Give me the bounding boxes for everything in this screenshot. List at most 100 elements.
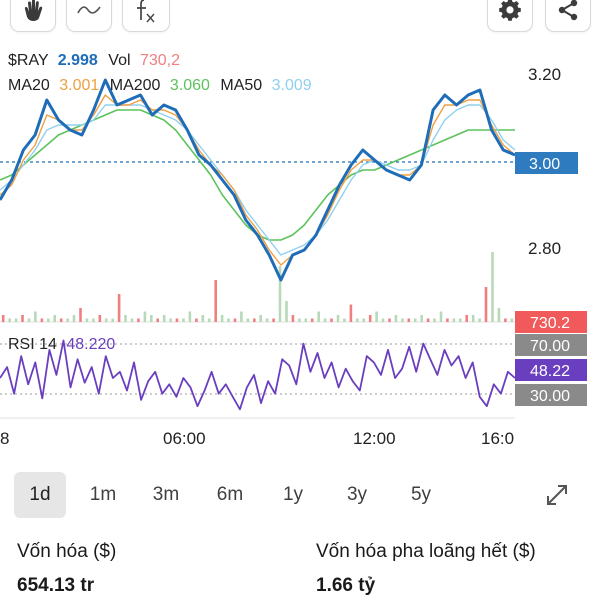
rsi-legend-value: 48.220 xyxy=(66,336,115,353)
volume-bar xyxy=(510,318,514,322)
fullscreen-button[interactable] xyxy=(540,478,574,512)
y-tick-label: 3.20 xyxy=(528,65,561,84)
volume-bar xyxy=(21,315,24,322)
share-button[interactable] xyxy=(545,0,591,32)
legend-ma50-label: MA50 xyxy=(220,77,262,94)
price-chart[interactable]: 3.20 2.80 3.00 730.2 70.00 48.22 30.00 8… xyxy=(0,0,600,460)
volume-bar xyxy=(1,315,5,322)
fdv-label: Vốn hóa pha loãng hết ($) xyxy=(316,541,536,562)
timeframe-3y[interactable]: 3y xyxy=(346,484,368,505)
volume-bar xyxy=(47,318,50,322)
volume-bar xyxy=(426,318,430,322)
volume-bar xyxy=(401,318,404,322)
volume-bar xyxy=(452,318,456,322)
volume-bar xyxy=(362,318,365,322)
volume-tag xyxy=(515,311,587,333)
volume-bar xyxy=(40,318,44,322)
draw-tool-button[interactable] xyxy=(10,0,56,32)
share-icon xyxy=(556,0,580,27)
wave-line-icon xyxy=(76,0,102,25)
rsi-lines xyxy=(0,339,516,411)
timeframe-1y[interactable]: 1y xyxy=(282,484,304,505)
expand-arrows-icon xyxy=(540,485,574,516)
timeframe-6m[interactable]: 6m xyxy=(216,484,244,505)
volume-bar xyxy=(394,315,398,322)
volume-bar xyxy=(272,318,275,322)
market-cap-label: Vốn hóa ($) xyxy=(17,541,117,562)
volume-bar xyxy=(111,318,114,322)
legend-row-2: MA20 3.001 MA200 3.060 MA50 3.009 xyxy=(8,77,312,94)
legend-vol-value: 730,2 xyxy=(140,52,180,69)
legend-ma20-value: 3.001 xyxy=(59,77,99,94)
volume-bar xyxy=(227,318,230,322)
volume-bar xyxy=(265,318,269,322)
price-tag-label: 3.00 xyxy=(529,156,560,173)
volume-bar xyxy=(8,318,11,322)
volume-tag-label: 730.2 xyxy=(530,315,570,332)
series-line-rsi xyxy=(0,339,516,411)
timeframe-3m[interactable]: 3m xyxy=(152,484,180,505)
rsi-30-tag xyxy=(515,384,587,406)
volume-bar xyxy=(117,294,121,322)
series-line-ma20 xyxy=(0,94,516,266)
volume-bar xyxy=(34,311,37,322)
volume-bar xyxy=(285,301,288,322)
volume-bar xyxy=(214,280,217,322)
volume-bar xyxy=(124,315,127,322)
timeframe-1d[interactable]: 1d xyxy=(14,472,66,518)
volume-bar xyxy=(471,315,475,322)
rsi-value-tag-label: 48.22 xyxy=(530,363,570,380)
volume-bar xyxy=(59,318,63,322)
volume-bar xyxy=(356,318,359,322)
settings-button[interactable] xyxy=(487,0,533,32)
volume-bar xyxy=(310,318,314,322)
volume-bar xyxy=(72,315,76,322)
gear-icon xyxy=(498,0,522,27)
volume-bar xyxy=(259,315,262,322)
volume-bar xyxy=(491,252,494,322)
volume-bar xyxy=(375,311,378,322)
volume-bar xyxy=(304,318,308,322)
x-tick-label: 8 xyxy=(0,429,9,448)
volume-bar xyxy=(150,315,153,322)
timeframe-5y[interactable]: 5y xyxy=(410,484,432,505)
volume-bar xyxy=(143,311,147,322)
volume-bar xyxy=(317,311,320,322)
rsi-legend: RSI 14 48.220 xyxy=(8,336,115,353)
timeframe-selector: 1d 1m 3m 6m 1y 3y 5y xyxy=(14,472,586,518)
volume-bar xyxy=(207,318,211,322)
volume-bar xyxy=(66,318,69,322)
volume-bar xyxy=(195,318,198,322)
volume-bar xyxy=(323,318,327,322)
volume-bar xyxy=(478,318,481,322)
volume-bar xyxy=(253,318,256,322)
volume-bar xyxy=(459,318,462,322)
volume-bar xyxy=(278,266,282,322)
volume-bar xyxy=(162,315,166,322)
volume-bar xyxy=(349,304,353,322)
volume-bar xyxy=(368,315,372,322)
price-lines xyxy=(0,78,516,282)
legend-ma200-label: MA200 xyxy=(110,77,161,94)
volume-bar xyxy=(246,318,250,322)
volume-bar xyxy=(291,315,295,322)
line-tool-button[interactable] xyxy=(66,0,112,32)
rsi-70-tag xyxy=(515,334,587,356)
indicator-button[interactable] xyxy=(122,0,170,32)
volume-bar xyxy=(497,308,501,322)
rsi-30-tag-label: 30.00 xyxy=(530,388,570,405)
legend-symbol: $RAY xyxy=(8,52,49,69)
rsi-value-tag xyxy=(515,359,587,381)
x-tick-label: 12:00 xyxy=(353,429,396,448)
timeframe-1m[interactable]: 1m xyxy=(89,484,117,505)
volume-bar xyxy=(182,318,185,322)
legend-price: 2.998 xyxy=(58,52,98,69)
volume-bar xyxy=(343,318,346,322)
volume-bar xyxy=(53,315,56,322)
volume-bar xyxy=(240,311,243,322)
volume-bar xyxy=(175,318,179,322)
price-tag xyxy=(515,152,578,174)
volume-bar xyxy=(79,308,82,322)
y-tick-label: 2.80 xyxy=(528,239,561,258)
volume-bar xyxy=(104,318,108,322)
